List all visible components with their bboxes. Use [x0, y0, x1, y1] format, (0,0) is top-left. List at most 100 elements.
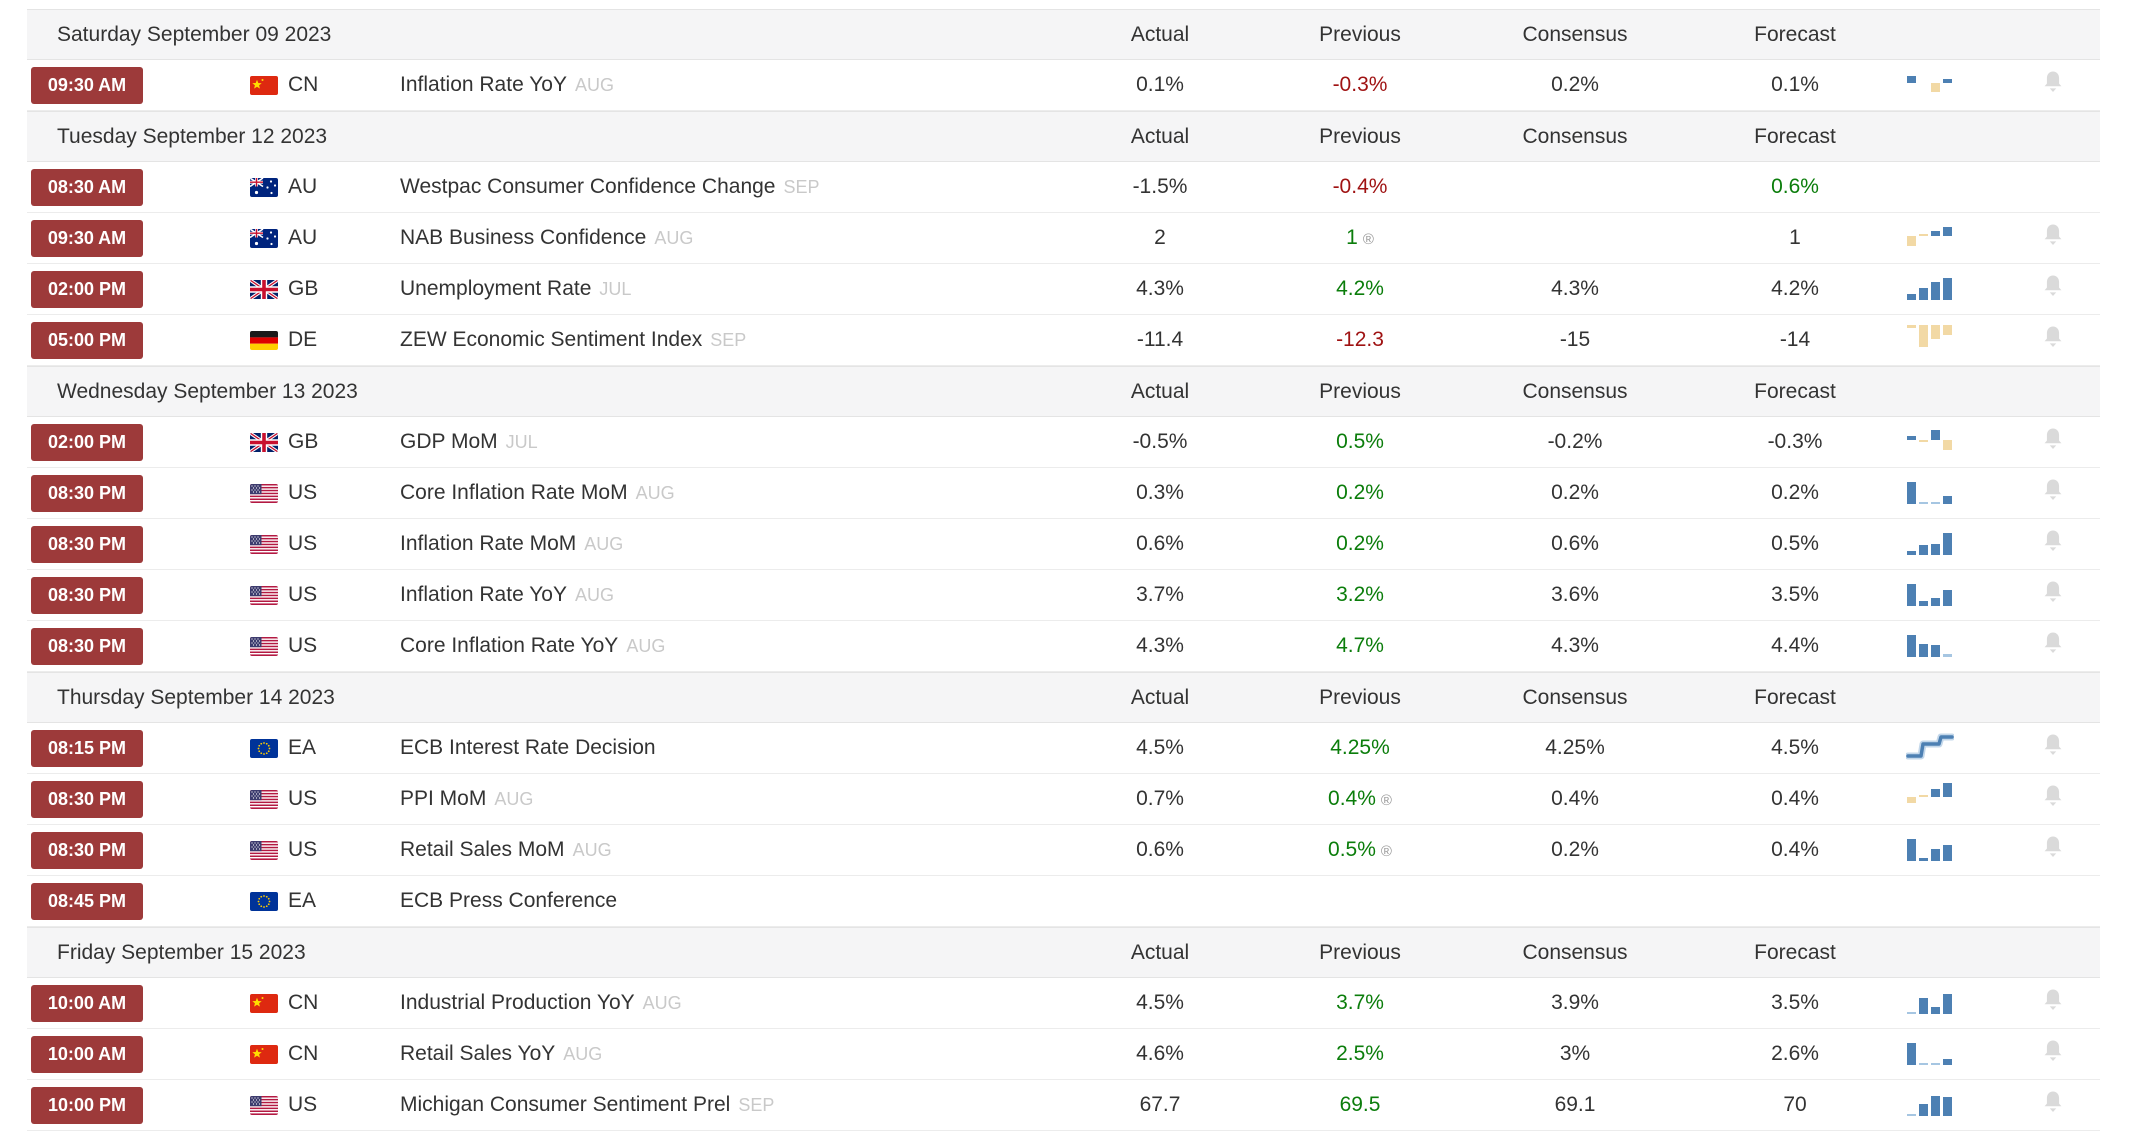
sparkline-chart[interactable] — [1900, 628, 2005, 665]
event-name[interactable]: Core Inflation Rate MoM — [400, 481, 628, 504]
sparkline-chart[interactable] — [1900, 781, 2005, 818]
column-header-actual: Actual — [1130, 124, 1190, 148]
event-row: 02:00 PM GB Unemployment Rate JUL 4.3% 4.… — [27, 264, 2100, 315]
event-name[interactable]: Core Inflation Rate YoY — [400, 634, 619, 657]
forecast-value: 4.2% — [1771, 277, 1819, 300]
forecast-value: 0.4% — [1771, 787, 1819, 810]
previous-value: 4.7% — [1336, 634, 1384, 657]
event-row: 08:30 PM US PPI MoM AUG 0.7% 0.4% ® 0.4% 0… — [27, 774, 2100, 825]
event-name[interactable]: Westpac Consumer Confidence Change — [400, 175, 776, 198]
revised-icon: ® — [1380, 843, 1392, 860]
country-code[interactable]: EA — [288, 736, 317, 759]
alert-bell-icon[interactable] — [2005, 273, 2100, 305]
event-name[interactable]: Inflation Rate MoM — [400, 532, 577, 555]
country-code[interactable]: EA — [288, 889, 317, 912]
actual-value: 0.6% — [1136, 838, 1184, 861]
column-header-consensus: Consensus — [1522, 685, 1628, 709]
sparkline-chart[interactable] — [1900, 67, 2005, 104]
event-name[interactable]: PPI MoM — [400, 787, 487, 810]
previous-value: 0.4% ® — [1328, 787, 1392, 810]
event-row: 10:00 AM CN Industrial Production YoY AUG… — [27, 978, 2100, 1029]
alert-bell-icon[interactable] — [2005, 630, 2100, 662]
country-code[interactable]: US — [288, 481, 318, 504]
alert-bell-icon[interactable] — [2005, 324, 2100, 356]
sparkline-chart[interactable] — [1900, 577, 2005, 614]
actual-value: 0.7% — [1136, 787, 1184, 810]
alert-bell-icon[interactable] — [2005, 1038, 2100, 1070]
country-code[interactable]: US — [288, 787, 318, 810]
actual-value: 0.1% — [1136, 73, 1184, 96]
sparkline-chart[interactable] — [1900, 985, 2005, 1022]
country-code[interactable]: AU — [288, 226, 318, 249]
sparkline-chart[interactable] — [1900, 322, 2005, 359]
country-code[interactable]: GB — [288, 430, 319, 453]
sparkline-chart[interactable] — [1900, 271, 2005, 308]
consensus-value: 0.2% — [1551, 73, 1599, 96]
alert-bell-icon[interactable] — [2005, 477, 2100, 509]
alert-bell-icon[interactable] — [2005, 222, 2100, 254]
country-code[interactable]: US — [288, 532, 318, 555]
actual-value: 4.6% — [1136, 1042, 1184, 1065]
event-name[interactable]: Retail Sales YoY — [400, 1042, 556, 1065]
forecast-value: 70 — [1783, 1093, 1807, 1116]
column-header-forecast: Forecast — [1754, 124, 1836, 148]
event-month-tag: AUG — [572, 840, 612, 860]
day-date: Wednesday September 13 2023 — [57, 379, 358, 403]
consensus-value: 69.1 — [1554, 1093, 1596, 1116]
day-header-row: Wednesday September 13 2023 Actual Previ… — [27, 366, 2100, 417]
alert-bell-icon[interactable] — [2005, 528, 2100, 560]
sparkline-chart[interactable] — [1900, 475, 2005, 512]
event-name[interactable]: Unemployment Rate — [400, 277, 592, 300]
alert-bell-icon[interactable] — [2005, 834, 2100, 866]
column-header-previous: Previous — [1319, 124, 1401, 148]
alert-bell-icon[interactable] — [2005, 783, 2100, 815]
event-name[interactable]: NAB Business Confidence — [400, 226, 647, 249]
event-time-badge: 08:30 PM — [31, 525, 143, 563]
day-header-row: Friday September 15 2023 Actual Previous… — [27, 927, 2100, 978]
alert-bell-icon[interactable] — [2005, 69, 2100, 101]
alert-bell-icon[interactable] — [2005, 579, 2100, 611]
alert-bell-icon[interactable] — [2005, 987, 2100, 1019]
sparkline-chart[interactable] — [1900, 730, 2005, 767]
country-code[interactable]: CN — [288, 1042, 319, 1065]
event-name[interactable]: Michigan Consumer Sentiment Prel — [400, 1093, 731, 1116]
country-code[interactable]: CN — [288, 991, 319, 1014]
alert-bell-icon[interactable] — [2005, 426, 2100, 458]
event-name[interactable]: ECB Interest Rate Decision — [400, 736, 656, 759]
country-code[interactable]: US — [288, 838, 318, 861]
event-name[interactable]: Retail Sales MoM — [400, 838, 565, 861]
column-header-consensus: Consensus — [1522, 124, 1628, 148]
sparkline-chart[interactable] — [1900, 1087, 2005, 1124]
alert-bell-icon[interactable] — [2005, 732, 2100, 764]
country-code[interactable]: GB — [288, 277, 319, 300]
sparkline-chart[interactable] — [1900, 220, 2005, 257]
sparkline-chart[interactable] — [1900, 832, 2005, 869]
event-name[interactable]: ECB Press Conference — [400, 889, 618, 912]
country-code[interactable]: AU — [288, 175, 318, 198]
economic-calendar-table: Saturday September 09 2023 Actual Previo… — [27, 9, 2100, 1131]
forecast-value: 3.5% — [1771, 991, 1819, 1014]
sparkline-chart[interactable] — [1900, 526, 2005, 563]
actual-value: 4.5% — [1136, 991, 1184, 1014]
country-code[interactable]: DE — [288, 328, 318, 351]
sparkline-chart[interactable] — [1900, 1036, 2005, 1073]
event-name[interactable]: ZEW Economic Sentiment Index — [400, 328, 703, 351]
country-code[interactable]: US — [288, 634, 318, 657]
country-code[interactable]: US — [288, 1093, 318, 1116]
flag-ea-icon — [250, 738, 278, 758]
country-code[interactable]: US — [288, 583, 318, 606]
event-name[interactable]: Industrial Production YoY — [400, 991, 635, 1014]
day-date: Thursday September 14 2023 — [57, 685, 335, 709]
event-row: 08:30 PM US Core Inflation Rate MoM AUG 0… — [27, 468, 2100, 519]
event-name[interactable]: Inflation Rate YoY — [400, 73, 567, 96]
event-name[interactable]: Inflation Rate YoY — [400, 583, 567, 606]
flag-gb-icon — [250, 279, 278, 299]
event-time-badge: 08:30 PM — [31, 831, 143, 869]
previous-value: -0.4% — [1332, 175, 1388, 198]
event-name[interactable]: GDP MoM — [400, 430, 498, 453]
alert-bell-icon[interactable] — [2005, 1089, 2100, 1121]
column-header-actual: Actual — [1130, 685, 1190, 709]
previous-value: -12.3 — [1336, 328, 1384, 351]
sparkline-chart[interactable] — [1900, 424, 2005, 461]
country-code[interactable]: CN — [288, 73, 319, 96]
